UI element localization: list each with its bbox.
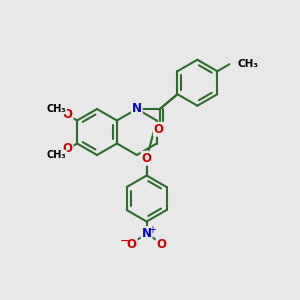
Text: CH₃: CH₃ xyxy=(237,59,258,69)
Text: O: O xyxy=(157,238,166,251)
Text: O: O xyxy=(63,142,73,155)
Text: CH₃: CH₃ xyxy=(46,103,66,113)
Text: O: O xyxy=(154,123,164,136)
Text: N: N xyxy=(142,227,152,240)
Text: N: N xyxy=(132,103,142,116)
Text: O: O xyxy=(142,152,152,165)
Text: O: O xyxy=(127,238,136,251)
Text: O: O xyxy=(63,109,73,122)
Text: +: + xyxy=(148,224,156,235)
Text: −: − xyxy=(119,235,130,248)
Text: CH₃: CH₃ xyxy=(46,151,66,160)
